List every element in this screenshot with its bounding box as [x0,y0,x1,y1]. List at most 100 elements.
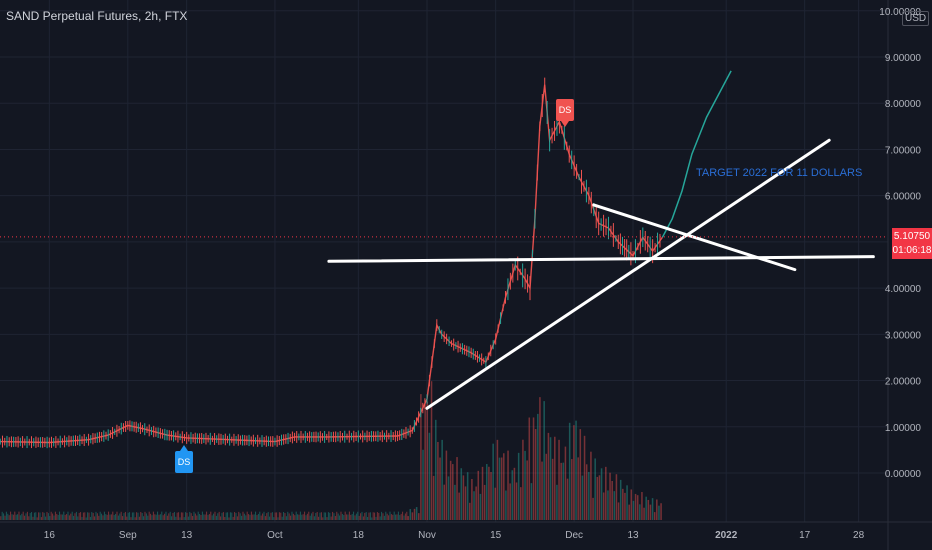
y-tick-label: 7.00000 [885,145,922,156]
volume-bar [341,513,343,520]
volume-bar [280,512,282,520]
volume-bar [150,513,152,520]
volume-bar [108,511,110,520]
ds-marker-blue[interactable]: DS [175,451,193,473]
volume-bar [182,512,184,520]
volume-bar [558,439,560,520]
volume-bar [645,496,647,520]
volume-bar [337,513,339,520]
volume-bar [269,516,271,520]
volume-bar [52,513,54,520]
volume-bar [630,489,633,520]
volume-bar [378,512,380,520]
volume-bar [375,516,377,520]
volume-bar [234,512,236,520]
volume-bar [264,516,266,520]
y-tick-label: 9.00000 [885,53,922,64]
volume-bar [113,515,115,520]
volume-bar [649,504,652,520]
volume-bar [291,511,293,520]
volume-bar [110,514,112,520]
volume-bar [481,466,484,520]
volume-bar [413,508,416,520]
volume-bar [227,512,229,520]
volume-bar [301,514,303,520]
volume-bar [187,516,189,520]
volume-bar [137,512,139,520]
y-tick-label: 0.00000 [885,469,922,480]
currency-label[interactable]: USD [902,11,930,26]
countdown-value: 01:06:18 [892,245,932,256]
volume-bar [424,408,426,520]
volume-bar [161,511,163,520]
volume-bar [277,517,279,520]
volume-bar [454,484,456,520]
volume-bar [362,516,364,520]
volume-bar [53,515,55,520]
volume-bar [313,516,315,520]
volume-bar [178,512,180,520]
volume-bar [435,419,437,520]
volume-bar [194,513,196,520]
target-annotation[interactable]: TARGET 2022 FOR 11 DOLLARS [696,167,863,179]
volume-bar [327,512,329,520]
volume-bar [210,511,212,520]
volume-bar [29,512,31,520]
volume-bar [82,512,84,520]
volume-bar [0,516,2,520]
volume-bar [225,512,227,520]
x-tick-label: 17 [799,530,811,541]
volume-bar [183,517,185,520]
volume-bar [340,511,342,520]
x-tick-label: Oct [267,530,283,541]
volume-bar [193,511,195,520]
x-tick-label: 15 [490,530,502,541]
volume-bar [524,450,526,520]
volume-bar [213,513,215,520]
volume-bar [316,512,318,520]
volume-bar [460,468,463,520]
volume-bar [400,513,402,520]
volume-bar [192,516,194,520]
volume-bar [31,512,33,520]
volume-bar [284,513,286,520]
volume-bar [556,484,558,520]
volume-bar [138,516,140,520]
volume-bar [617,502,620,520]
volume-bar [355,513,357,520]
volume-bar [549,437,552,520]
volume-bar [68,515,70,520]
volume-bar [127,512,129,520]
volume-bar [122,516,124,520]
volume-bar [577,457,579,520]
volume-bar [117,515,119,520]
volume-bar [598,475,601,520]
volume-bar [87,512,89,520]
volume-bar [528,417,531,520]
volume-bar [224,516,226,520]
volume-bar [505,490,507,520]
trendline-descending-resistance [592,203,797,272]
volume-bar [120,511,122,520]
volume-bar [11,514,13,520]
trendline-rising-support [425,138,831,410]
volume-bar [392,514,394,520]
volume-bar [12,514,14,520]
volume-bar [543,401,545,520]
volume-bar [42,512,44,520]
volume-bar [45,516,47,520]
volume-bar [145,513,147,520]
volume-bar [81,516,83,520]
volume-bar [253,514,255,520]
volume-bar [124,511,126,520]
volume-bar [346,514,348,520]
volume-bar [292,513,294,520]
ds-marker-red[interactable]: DS [556,99,574,121]
x-tick-label: 28 [853,530,865,541]
volume-bar [520,487,522,520]
ds-marker-blue-pointer [180,445,188,451]
chart-title[interactable]: SAND Perpetual Futures, 2h, FTX [6,9,188,23]
volume-bar [172,512,174,520]
y-tick-label: 3.00000 [885,330,922,341]
